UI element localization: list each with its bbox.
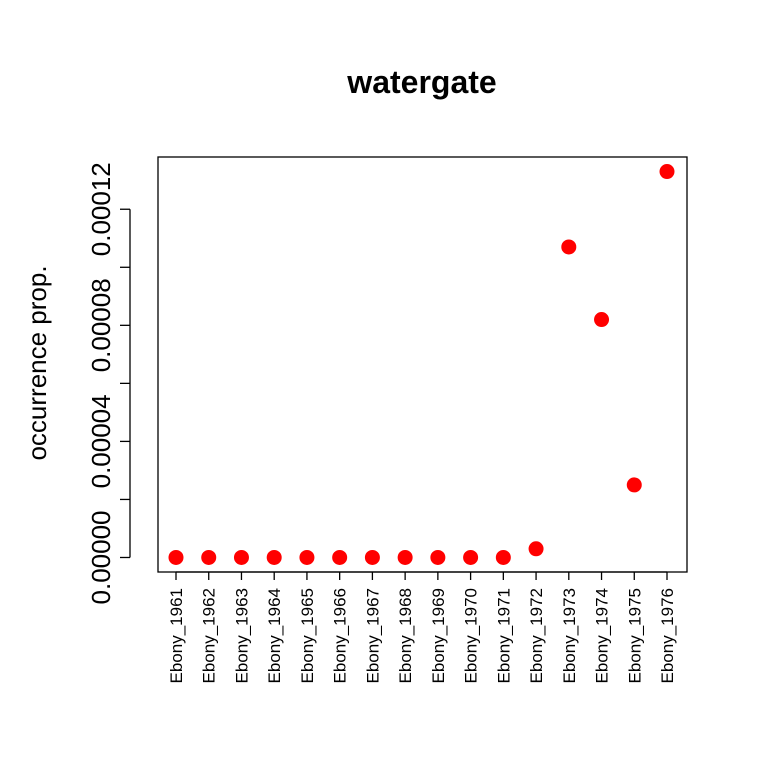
x-tick-label: Ebony_1974 [593, 588, 612, 683]
x-tick-label: Ebony_1964 [265, 588, 284, 683]
x-tick-label: Ebony_1963 [232, 588, 251, 683]
x-tick-label: Ebony_1970 [462, 588, 481, 683]
data-point [594, 312, 610, 328]
data-point [201, 549, 217, 565]
y-axis-label: occurrence prop. [22, 265, 52, 460]
y-tick-label: 0.00008 [86, 278, 116, 372]
y-tick-label: 0.00000 [86, 510, 116, 604]
data-point [266, 549, 282, 565]
x-tick-label: Ebony_1961 [167, 588, 186, 683]
data-point [364, 549, 380, 565]
data-point [168, 549, 184, 565]
y-tick-label: 0.00004 [86, 394, 116, 488]
x-tick-label: Ebony_1962 [200, 588, 219, 683]
data-point [332, 549, 348, 565]
x-tick-label: Ebony_1973 [560, 588, 579, 683]
y-axis: 0.00000 0.00004 0.00008 0.00012 [86, 162, 131, 604]
data-point [299, 549, 315, 565]
data-point [397, 549, 413, 565]
data-point [626, 477, 642, 493]
data-point [495, 549, 511, 565]
x-tick-label: Ebony_1966 [331, 588, 350, 683]
chart-title: watergate [346, 64, 496, 100]
data-point [233, 549, 249, 565]
x-tick-label: Ebony_1976 [658, 588, 677, 683]
x-tick-label: Ebony_1971 [494, 588, 513, 683]
data-point [430, 549, 446, 565]
x-tick-label: Ebony_1972 [527, 588, 546, 683]
x-tick-label: Ebony_1965 [298, 588, 317, 683]
data-point [528, 541, 544, 557]
plot-area [157, 156, 688, 573]
x-tick-label: Ebony_1969 [429, 588, 448, 683]
x-tick-label: Ebony_1968 [396, 588, 415, 683]
x-axis: Ebony_1961 Ebony_1962 Ebony_1963 Ebony_1964… [167, 571, 677, 683]
data-point [561, 239, 577, 255]
data-point [659, 164, 675, 180]
data-points [168, 164, 675, 565]
y-tick-label: 0.00012 [86, 162, 116, 256]
x-tick-label: Ebony_1975 [625, 588, 644, 683]
x-tick-label: Ebony_1967 [363, 588, 382, 683]
data-point [463, 549, 479, 565]
